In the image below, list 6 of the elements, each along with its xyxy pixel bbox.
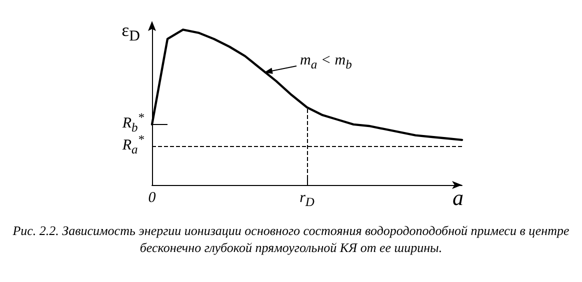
x-axis-title: a: [452, 185, 464, 210]
x-tick-label: r$_{D}$: [300, 190, 314, 209]
y-axis-title: ε$_{D}$: [122, 20, 140, 45]
annotation: m$_{a}$ < m$_{b}$: [300, 52, 352, 72]
x-tick-label: 0: [148, 190, 156, 206]
text: Рис. 2.2. Зависимость энергии ионизации основного состояния водородоподобной примеси в центре бесконечно глубокой прямоугольной КЯ от ее ширины.: [12, 222, 570, 256]
